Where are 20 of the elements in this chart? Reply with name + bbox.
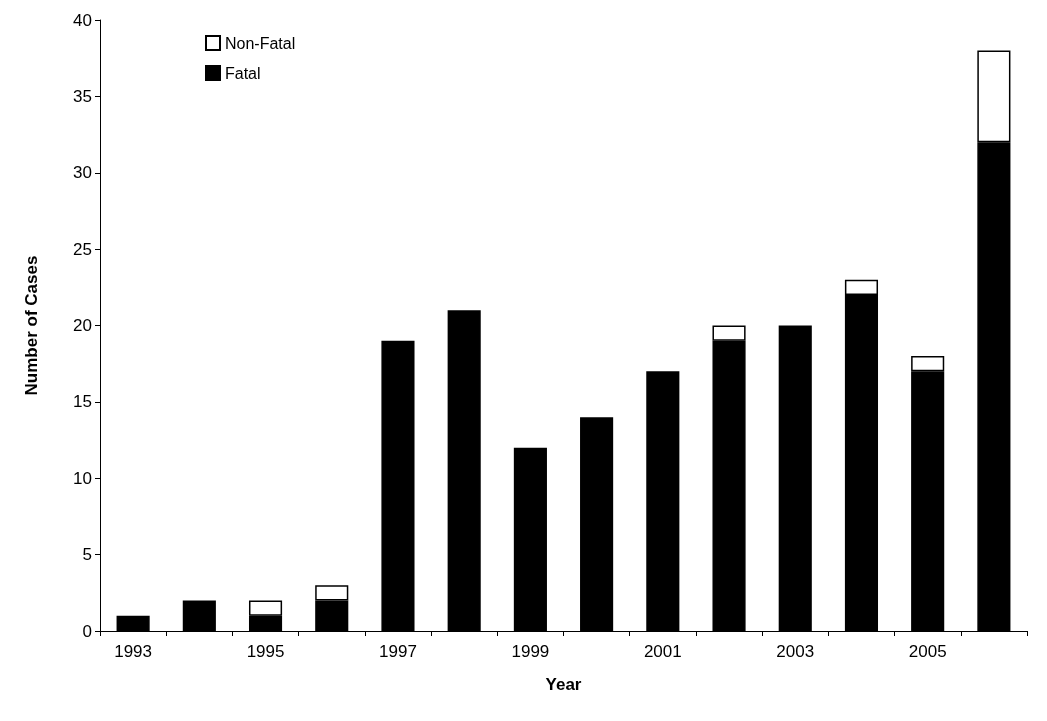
y-tick-label: 30 <box>73 163 92 183</box>
y-axis-title: Number of Cases <box>22 255 41 396</box>
x-tick-label: 1995 <box>246 642 285 661</box>
x-tick-label: 2001 <box>643 642 682 661</box>
x-tick-label: 1997 <box>379 642 417 661</box>
x-tick-label: 1999 <box>511 642 550 661</box>
x-tick-label: 2005 <box>908 642 947 661</box>
y-tick-label: 5 <box>82 545 92 565</box>
y-tick-label: 0 <box>82 621 92 641</box>
y-tick-label: 25 <box>73 239 92 259</box>
y-tick-label: 35 <box>73 86 92 106</box>
x-tick-label: 1993 <box>114 642 153 661</box>
y-tick-label: 10 <box>73 468 92 488</box>
legend-label: Fatal <box>225 64 261 82</box>
legend-label: Non-Fatal <box>225 34 296 52</box>
y-tick-label: 20 <box>73 316 92 335</box>
x-tick-label: 2003 <box>776 642 815 661</box>
x-axis-title: Year <box>545 675 582 694</box>
y-tick-label: 40 <box>73 10 92 30</box>
y-tick-label: 15 <box>73 392 92 412</box>
